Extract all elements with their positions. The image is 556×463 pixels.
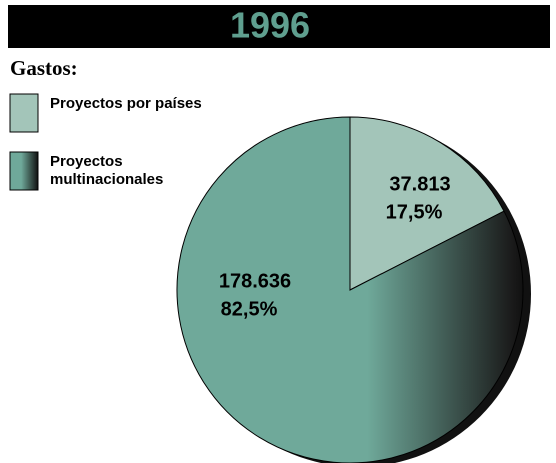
title-bar <box>8 5 550 48</box>
pie-slice <box>349 116 505 291</box>
legend-label: Proyectos por países <box>50 95 202 112</box>
subtitle: Gastos: <box>10 56 78 80</box>
percent-label: 17,5% <box>386 201 443 223</box>
legend-swatch <box>9 151 39 191</box>
pie-slice <box>176 116 524 463</box>
value-label: 178.636 <box>219 270 291 292</box>
percent-label: 82,5% <box>221 298 278 320</box>
legend-swatch <box>9 93 39 133</box>
pie: 37.813 17,5% 178.636 82,5% <box>176 116 531 463</box>
chart-title: 1996 <box>230 5 310 46</box>
value-label: 37.813 <box>389 173 450 195</box>
legend-label: Proyectos multinacionales <box>50 153 164 188</box>
